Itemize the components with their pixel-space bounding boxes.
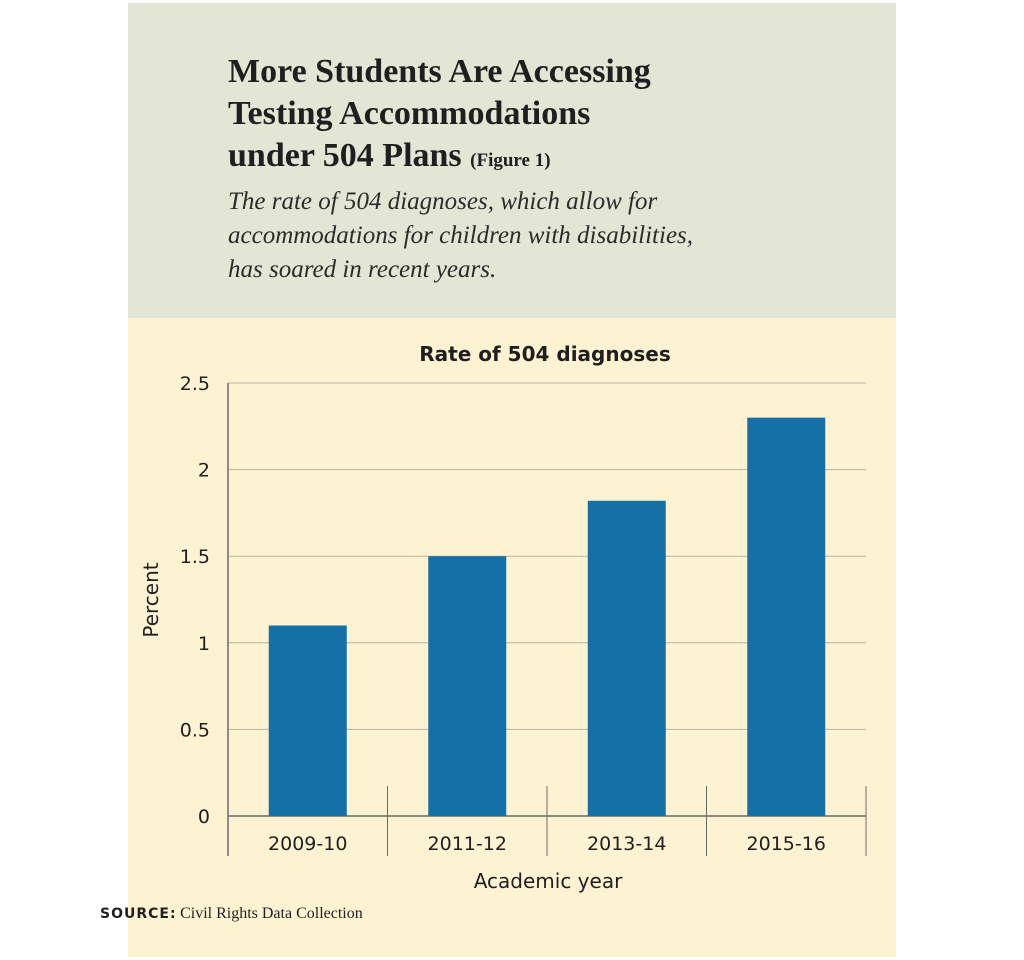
y-tick-label: 2.5: [180, 373, 210, 395]
source-text: Civil Rights Data Collection: [180, 905, 363, 922]
bar: [428, 556, 507, 816]
y-tick-label: 0.5: [180, 719, 210, 741]
x-axis-label: Academic year: [474, 869, 623, 893]
y-tick-label: 1: [198, 633, 210, 655]
title-line-2: Testing Accommodations: [228, 95, 591, 132]
title-line-1: More Students Are Accessing: [228, 53, 651, 90]
y-tick-label: 2: [198, 460, 210, 482]
x-tick-label: 2015-16: [747, 833, 826, 855]
y-tick-label: 1.5: [180, 546, 210, 568]
bar: [747, 417, 826, 816]
chart-title: Rate of 504 diagnoses: [419, 342, 670, 366]
figure-subtitle: The rate of 504 diagnoses, which allow f…: [228, 185, 828, 287]
source-note: SOURCE: Civil Rights Data Collection: [100, 905, 363, 923]
figure-label: (Figure 1): [470, 150, 551, 171]
subtitle-line-3: has soared in recent years.: [228, 256, 497, 283]
x-tick-label: 2009-10: [268, 833, 347, 855]
y-tick-label: 0: [198, 806, 210, 828]
bar: [587, 500, 666, 816]
subtitle-line-2: accommodations for children with disabil…: [228, 222, 694, 249]
figure-header: More Students Are Accessing Testing Acco…: [128, 3, 896, 318]
x-tick-label: 2013-14: [587, 833, 666, 855]
x-tick-label: 2011-12: [428, 833, 507, 855]
figure-title: More Students Are Accessing Testing Acco…: [228, 51, 828, 182]
subtitle-line-1: The rate of 504 diagnoses, which allow f…: [228, 188, 658, 215]
bar: [268, 625, 347, 816]
title-line-3: under 504 Plans: [228, 137, 462, 174]
y-axis-label: Percent: [139, 562, 163, 637]
source-label: SOURCE:: [100, 906, 177, 922]
